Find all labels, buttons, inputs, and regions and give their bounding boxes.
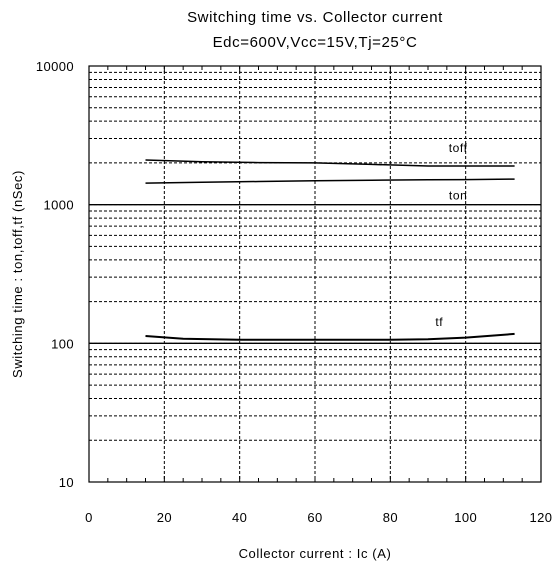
tick-labels: 0 20 40 60 80 100 120 10 100 1000 10000 toff ton tf (36, 59, 553, 525)
y-tick-label: 100 (51, 336, 74, 351)
x-tick-label: 40 (232, 510, 247, 525)
chart-title: Switching time vs. Collector current (187, 9, 443, 26)
series-label-tf: tf (435, 315, 443, 329)
series-label-ton: ton (449, 188, 467, 202)
x-tick-label: 80 (383, 510, 398, 525)
series-line-ton (145, 178, 515, 184)
chart-subtitle: Edc=600V,Vcc=15V,Tj=25°C (213, 34, 418, 51)
series-line-tf (145, 332, 515, 341)
y-tick-label: 10 (59, 475, 74, 490)
x-tick-label: 60 (307, 510, 322, 525)
x-tick-label: 0 (85, 510, 93, 525)
series-lines (145, 159, 515, 341)
y-tick-label: 10000 (36, 59, 74, 74)
x-tick-label: 20 (157, 510, 172, 525)
x-axis-label: Collector current : Ic (A) (239, 546, 392, 561)
series-label-toff: toff (449, 141, 468, 155)
grid-lines (89, 66, 541, 482)
axis-ticks (107, 66, 523, 482)
series-line-toff (145, 159, 515, 167)
x-tick-label: 120 (530, 510, 553, 525)
y-axis-label: Switching time : ton,toff,tf (nSec) (10, 170, 25, 378)
y-tick-label: 1000 (43, 198, 74, 213)
x-tick-label: 100 (454, 510, 477, 525)
